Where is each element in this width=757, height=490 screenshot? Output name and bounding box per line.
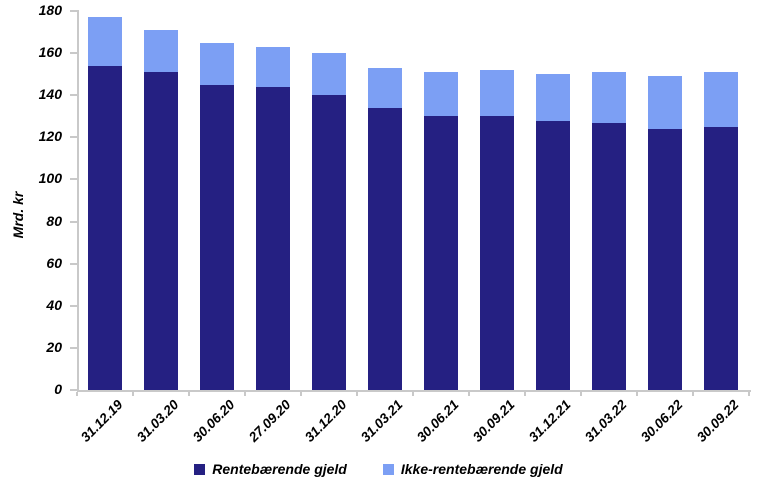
bar-segment-light (480, 69, 514, 117)
bar-segment-light (368, 67, 402, 108)
bar-segment-dark (704, 126, 738, 390)
bar-segment-light (424, 72, 458, 117)
bar-segment-dark (368, 107, 402, 390)
legend-item: Ikke-rentebærende gjeld (382, 461, 563, 477)
y-tick-label: 0 (54, 381, 62, 397)
y-tick-label: 140 (38, 86, 62, 103)
y-tick-label: 100 (38, 170, 62, 187)
y-tick-mark (70, 304, 78, 307)
x-tick-mark (300, 392, 302, 396)
y-tick-label: 20 (46, 338, 62, 355)
x-tick-mark (412, 392, 414, 396)
bar-segment-dark (648, 128, 682, 390)
x-tick-mark (524, 392, 526, 396)
bar-segment-dark (200, 84, 234, 390)
bar-segment-light (312, 53, 346, 96)
bar-segment-dark (144, 72, 178, 390)
x-axis-line (77, 390, 751, 392)
bar-segment-dark (424, 116, 458, 390)
y-tick-mark (70, 52, 78, 55)
bar-segment-light (704, 72, 738, 127)
y-tick-label: 80 (46, 212, 62, 229)
x-tick-mark (580, 392, 582, 396)
bar-segment-dark (312, 95, 346, 390)
y-tick-label: 180 (38, 2, 62, 18)
x-tick-mark (468, 392, 470, 396)
legend-label: Rentebærende gjeld (212, 461, 347, 477)
y-tick-mark (70, 389, 78, 391)
legend-swatch (382, 463, 394, 475)
bar-segment-light (256, 46, 290, 87)
legend-label: Ikke-rentebærende gjeld (400, 461, 563, 477)
legend: Rentebærende gjeld Ikke-rentebærende gjel… (0, 461, 757, 477)
bar-segment-dark (480, 116, 514, 390)
x-tick-mark (356, 392, 358, 396)
y-axis-line (77, 10, 79, 392)
plot-area (77, 11, 749, 390)
x-tick-mark (244, 392, 246, 396)
y-tick-mark (70, 178, 78, 181)
x-tick-mark (188, 392, 190, 396)
bar-segment-light (592, 72, 626, 123)
x-tick-mark (748, 392, 750, 396)
bar-segment-light (648, 76, 682, 129)
bar-segment-dark (592, 122, 626, 390)
y-tick-mark (70, 346, 78, 349)
y-tick-mark (70, 262, 78, 265)
y-tick-mark (70, 10, 78, 12)
y-tick-mark (70, 136, 78, 139)
y-tick-label: 160 (38, 44, 62, 61)
bar-segment-light (88, 17, 122, 66)
y-tick-label: 60 (46, 254, 62, 271)
x-tick-mark (76, 392, 78, 396)
y-tick-label: 40 (46, 296, 62, 313)
bar-segment-dark (536, 120, 570, 390)
y-tick-label: 120 (38, 128, 62, 145)
bar-segment-dark (256, 86, 290, 390)
legend-swatch (194, 463, 206, 475)
bar-segment-light (200, 42, 234, 85)
y-tick-mark (70, 94, 78, 97)
bar-segment-light (536, 74, 570, 121)
y-tick-mark (70, 220, 78, 223)
x-tick-mark (636, 392, 638, 396)
x-tick-mark (692, 392, 694, 396)
bar-segment-dark (88, 65, 122, 390)
bar-segment-light (144, 29, 178, 73)
x-tick-mark (132, 392, 134, 396)
legend-item: Rentebærende gjeld (194, 461, 347, 477)
